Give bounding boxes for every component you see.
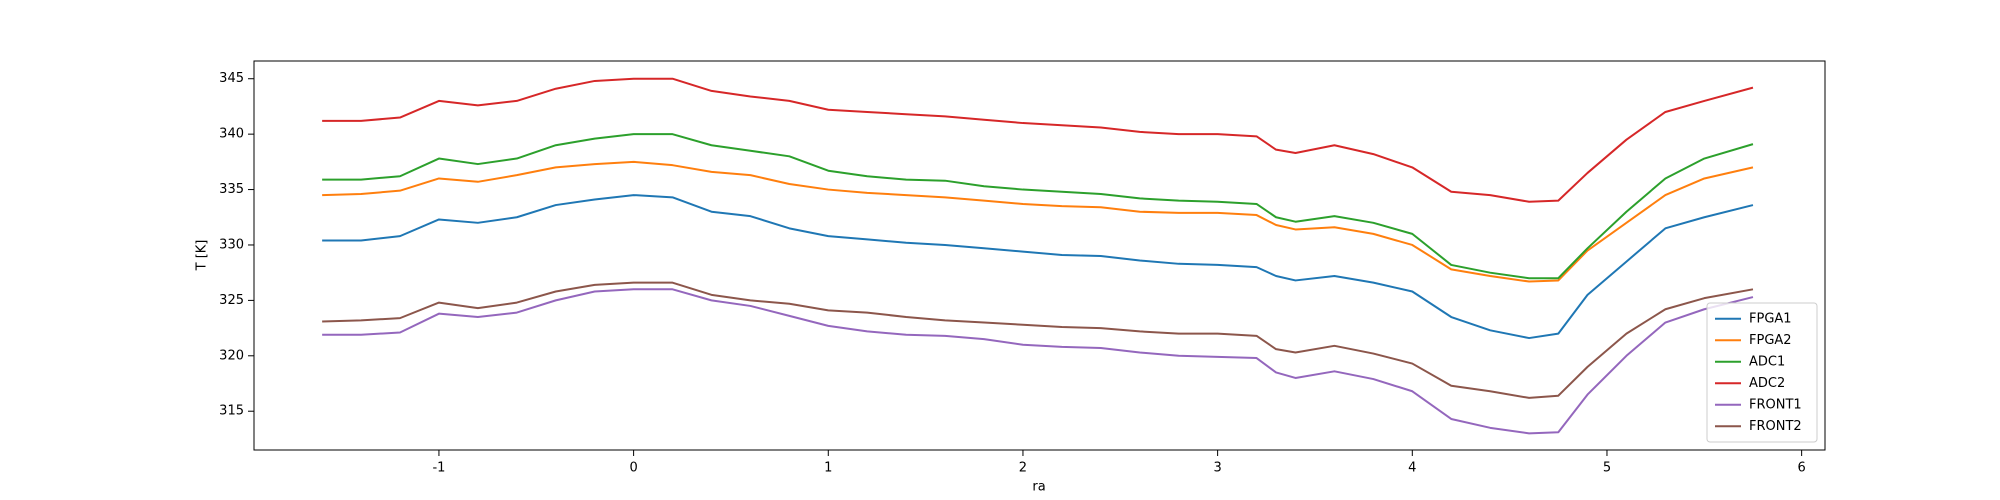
- axes-frame: [253, 60, 1826, 451]
- y-tick-label: 325: [219, 293, 244, 308]
- plot-area: [254, 61, 1825, 450]
- series-line: [322, 194, 1754, 340]
- y-tick-label: 345: [219, 71, 244, 86]
- legend-label: FPGA2: [1749, 333, 1792, 348]
- series-line: [322, 288, 1754, 435]
- legend-box: [1706, 302, 1818, 443]
- series-line: [322, 160, 1754, 283]
- y-tick-label: 315: [219, 404, 244, 419]
- series-line: [322, 281, 1754, 399]
- legend: FPGA1 FPGA2 ADC1 ADC2 FRONT1 FRONT2: [1706, 302, 1818, 443]
- legend-label: FRONT1: [1749, 397, 1802, 412]
- legend-label: ADC1: [1749, 354, 1785, 369]
- x-tick-label: -1: [432, 461, 445, 476]
- y-tick-label: 320: [219, 348, 244, 363]
- x-tick-label: 3: [1213, 461, 1221, 476]
- y-tick-label: 335: [219, 182, 244, 197]
- x-tick-label: 0: [629, 461, 637, 476]
- legend-label: FPGA1: [1749, 311, 1792, 326]
- x-tick-label: 5: [1603, 461, 1611, 476]
- x-tick-label: 4: [1408, 461, 1416, 476]
- y-tick-label: 330: [219, 237, 244, 252]
- series-line: [322, 133, 1754, 280]
- y-tick-label: 340: [219, 127, 244, 142]
- x-tick-label: 6: [1797, 461, 1805, 476]
- x-axis-label: ra: [1032, 480, 1045, 495]
- x-tick-label: 1: [824, 461, 832, 476]
- y-axis-label: T [K]: [195, 240, 210, 272]
- legend-label: ADC2: [1749, 376, 1785, 391]
- legend-label: FRONT2: [1749, 419, 1802, 434]
- x-tick-label: 2: [1019, 461, 1027, 476]
- series-line: [322, 77, 1754, 203]
